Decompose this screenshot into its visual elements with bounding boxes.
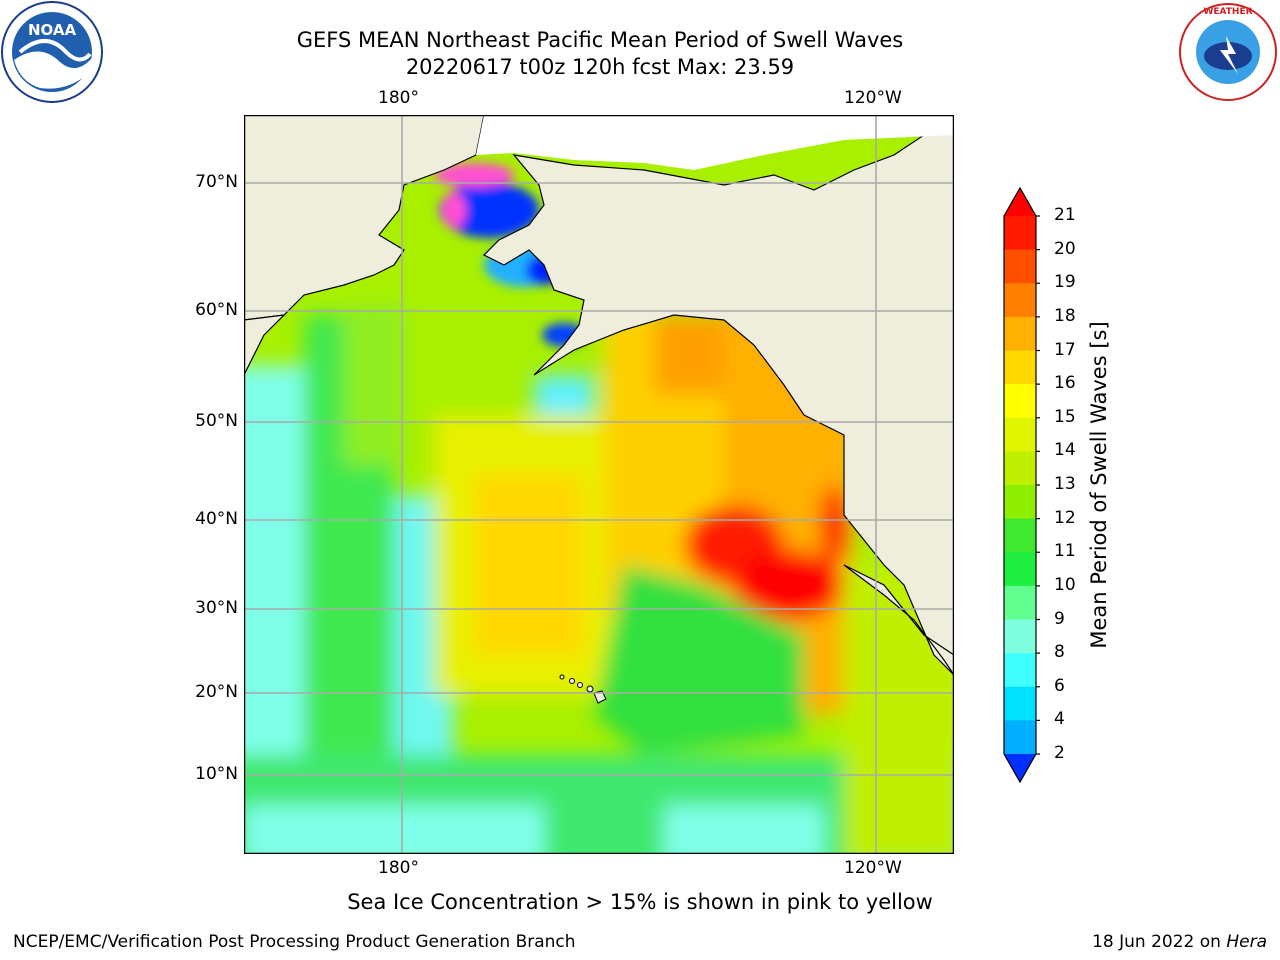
colorbar-extend-min [1004,754,1036,782]
colorbar-tick-label: 15 [1054,406,1076,427]
colorbar-band [1004,686,1036,721]
footer-host: Hera [1226,932,1267,952]
lat-label-70n: 70°N [195,172,238,192]
colorbar-tick-label: 12 [1054,507,1076,528]
colorbar-tick-label: 16 [1054,373,1076,394]
lat-label-60n: 60°N [195,300,238,320]
map-panel [244,115,954,854]
colorbar [1003,186,1040,784]
colorbar-tick-label: 19 [1054,272,1076,293]
lon-label-top-120w: 120°W [844,88,902,108]
lon-label-top-180: 180° [378,88,419,108]
colorbar-band [1004,417,1036,452]
colorbar-tick-label: 21 [1054,205,1076,225]
lat-label-30n: 30°N [195,598,238,618]
colorbar-band [1004,720,1036,755]
lon-label-bottom-180: 180° [378,858,419,878]
land-north-america [482,115,954,676]
colorbar-title: Mean Period of Swell Waves [s] [1087,321,1111,649]
nws-logo: WEATHER [1176,0,1280,104]
lat-label-40n: 40°N [195,509,238,529]
colorbar-tick-label: 8 [1054,642,1065,663]
map-title: GEFS MEAN Northeast Pacific Mean Period … [296,28,904,52]
colorbar-band [1004,283,1036,318]
colorbar-extend-max [1004,188,1036,216]
colorbar-band [1004,249,1036,284]
footer-date-text: 18 Jun 2022 on [1092,932,1227,952]
colorbar-band [1004,552,1036,587]
colorbar-band [1004,653,1036,688]
colorbar-tick-label: 9 [1054,608,1065,629]
colorbar-band [1004,451,1036,486]
colorbar-band [1004,350,1036,385]
colorbar-band [1004,619,1036,654]
colorbar-tick-label: 2 [1054,743,1065,763]
colorbar-tick-label: 4 [1054,709,1065,730]
colorbar-tick-label: 6 [1054,675,1065,696]
colorbar-tick-label: 11 [1054,541,1076,562]
footer-credit: NCEP/EMC/Verification Post Processing Pr… [13,932,576,952]
colorbar-band [1004,384,1036,419]
lon-label-bottom-120w: 120°W [844,858,902,878]
colorbar-tick-label: 18 [1054,305,1076,326]
lat-label-10n: 10°N [195,764,238,784]
colorbar-band [1004,518,1036,553]
colorbar-tick-label: 20 [1054,238,1076,259]
colorbar-band [1004,585,1036,620]
colorbar-band [1004,316,1036,351]
colorbar-tick-label: 13 [1054,474,1076,494]
colorbar-tick-label: 10 [1054,574,1076,595]
footer-date: 18 Jun 2022 on Hera [1092,932,1267,952]
svg-text:WEATHER: WEATHER [1203,7,1252,17]
noaa-logo: NOAA [0,0,104,104]
colorbar-tick-label: 14 [1054,440,1076,461]
svg-text:NOAA: NOAA [28,21,77,39]
colorbar-band [1004,216,1036,251]
land-siberia [244,115,485,321]
graticule [244,115,954,854]
lat-label-50n: 50°N [195,411,238,431]
sea-ice-note: Sea Ice Concentration > 15% is shown in … [347,890,933,914]
colorbar-band [1004,485,1036,520]
colorbar-tick-label: 17 [1054,339,1076,360]
map-subtitle: 20220617 t00z 120h fcst Max: 23.59 [405,55,795,79]
lat-label-20n: 20°N [195,682,238,702]
hawaii-islands [559,674,607,704]
